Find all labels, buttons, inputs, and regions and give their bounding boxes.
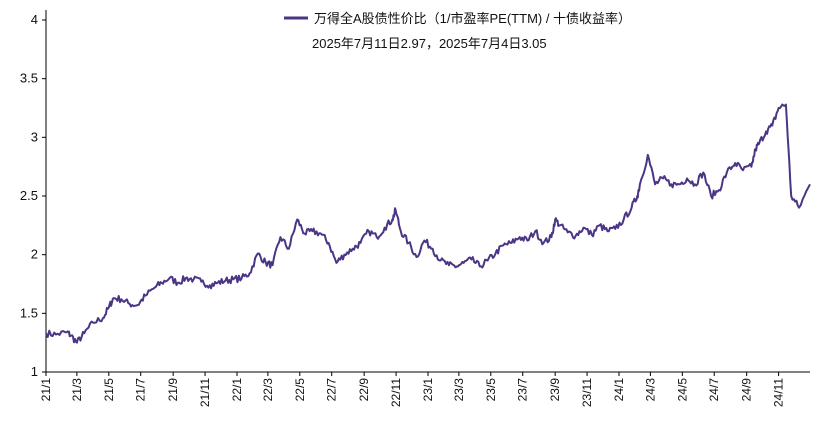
x-tick-label: 23/11: [580, 378, 594, 407]
x-tick-label: 21/7: [134, 378, 148, 402]
series-layer: [45, 103, 811, 344]
x-tick-label: 22/7: [325, 378, 339, 402]
x-tick-label: 23/1: [421, 378, 435, 402]
x-tick-label: 24/11: [772, 378, 786, 407]
y-tick-label: 1: [31, 364, 38, 379]
legend-label: 万得全A股债性价比（1/市盈率PE(TTM) / 十债收益率）: [314, 11, 631, 26]
x-axis-ticks: 21/1 21/3 21/5 21/7 21/9 21/11 22/1 22/3 22/5 22/…: [39, 372, 786, 407]
x-tick-label: 21/1: [39, 378, 53, 402]
y-tick-label: 3: [31, 129, 38, 144]
x-tick-label: 21/11: [198, 378, 212, 407]
x-tick-label: 21/5: [102, 378, 116, 402]
x-tick-label: 24/5: [675, 378, 689, 402]
x-tick-label: 22/1: [230, 378, 244, 402]
x-tick-label: 22/11: [389, 378, 403, 407]
chart-axes: [45, 10, 810, 373]
x-tick-label: 23/7: [516, 378, 530, 402]
y-tick-label: 1.5: [20, 305, 38, 320]
chart-annotation: 2025年7月11日2.97，2025年7月4日3.05: [312, 36, 547, 51]
x-tick-label: 22/3: [261, 378, 275, 402]
y-tick-label: 2.5: [20, 188, 38, 203]
x-tick-label: 22/9: [357, 378, 371, 402]
y-tick-label: 3.5: [20, 71, 38, 86]
x-tick-label: 24/1: [612, 378, 626, 402]
x-tick-label: 24/9: [740, 378, 754, 402]
x-tick-label: 21/3: [70, 378, 84, 402]
y-axis-ticks: 1 1.5 2 2.5 3 3.5 4: [20, 12, 46, 379]
legend: 万得全A股债性价比（1/市盈率PE(TTM) / 十债收益率）: [284, 11, 631, 26]
x-tick-label: 23/9: [548, 378, 562, 402]
y-tick-label: 4: [31, 12, 38, 27]
x-tick-label: 24/3: [643, 378, 657, 402]
x-tick-label: 23/3: [452, 378, 466, 402]
x-tick-label: 21/9: [166, 378, 180, 402]
x-tick-label: 23/5: [484, 378, 498, 402]
y-tick-label: 2: [31, 247, 38, 262]
x-tick-label: 24/7: [707, 378, 721, 402]
series-line: [45, 103, 811, 344]
x-tick-label: 22/5: [293, 378, 307, 402]
